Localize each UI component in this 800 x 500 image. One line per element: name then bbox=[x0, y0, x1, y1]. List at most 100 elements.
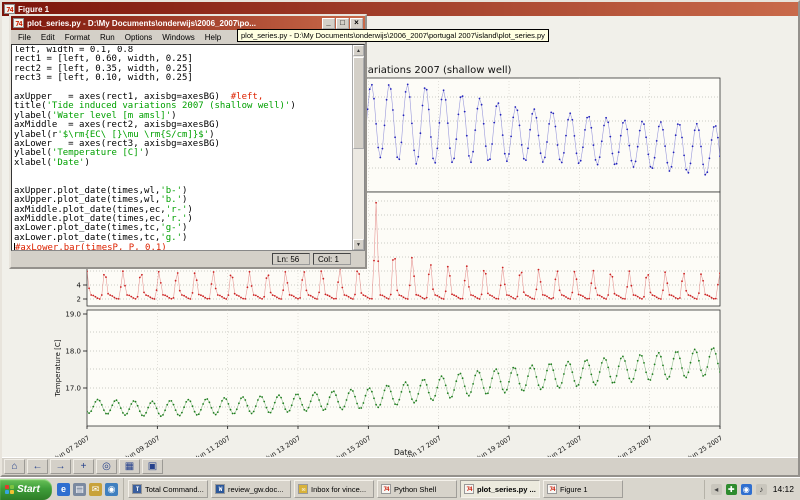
task-button-total-commander[interactable]: T Total Command... bbox=[128, 480, 208, 498]
zoom-button[interactable]: ◎ bbox=[96, 459, 117, 474]
figure-toolbar: ⌂ ← → + ◎ ▦ ▣ bbox=[2, 457, 798, 475]
menu-help[interactable]: Help bbox=[204, 32, 222, 42]
editor-title: plot_series.py - D:\My Documents\onderwi… bbox=[27, 18, 256, 28]
chart-title: Tide induced variations 2007 (shallow we… bbox=[294, 65, 512, 76]
code-line: rect2 = [left, 0.35, width, 0.25] bbox=[14, 63, 193, 74]
code-line bbox=[14, 168, 351, 177]
code-line: left, width = 0.1, 0.8 bbox=[14, 46, 134, 55]
code-line: axUpper.plot_date(times,wl,'b.') bbox=[14, 195, 188, 206]
task-button-figure-1[interactable]: 74 Figure 1 bbox=[543, 480, 623, 498]
task-button-inbox[interactable]: ✉ Inbox for vince... bbox=[294, 480, 374, 498]
y-tick-label: 2 bbox=[77, 295, 81, 303]
code-line: xlabel('Date') bbox=[14, 157, 90, 168]
figure-title: Figure 1 bbox=[18, 4, 50, 14]
x-tick-label: Jun 23 2007 bbox=[616, 434, 654, 457]
task-label: plot_series.py ... bbox=[477, 484, 536, 494]
editor-text-area[interactable]: left, width = 0.1, 0.8 rect1 = [left, 0.6… bbox=[11, 44, 365, 251]
path-tooltip: plot_series.py - D:\My Documents\onderwi… bbox=[237, 29, 549, 42]
code-line: ylabel('Temperature [C]') bbox=[14, 148, 150, 159]
tray-icons: ◂ ✚ ◉ ♪ bbox=[710, 483, 767, 495]
start-label: Start bbox=[17, 483, 40, 495]
code-line: axLower.plot_date(times,tc,'g.') bbox=[14, 232, 188, 243]
home-button[interactable]: ⌂ bbox=[4, 459, 25, 474]
volume-tray-icon[interactable]: ♪ bbox=[755, 483, 767, 495]
xlabel: Date bbox=[394, 448, 412, 457]
internet-explorer-icon[interactable]: e bbox=[57, 482, 70, 496]
code-line: axUpper.plot_date(times,wl,'b-') bbox=[14, 185, 188, 196]
task-label: Inbox for vince... bbox=[311, 484, 367, 494]
code-line: ylabel(r'$\rm{EC\ [}\mu \rm{S/cm]}$') bbox=[14, 129, 215, 140]
y-tick-label: 17.0 bbox=[65, 384, 81, 392]
editor-titlebar[interactable]: 74 plot_series.py - D:\My Documents\onde… bbox=[11, 16, 365, 30]
code-line: #axLower.bar(timesP, P, 0.1) bbox=[14, 243, 167, 250]
text-cursor bbox=[14, 243, 15, 250]
pan-button[interactable]: + bbox=[73, 459, 94, 474]
menu-edit[interactable]: Edit bbox=[40, 32, 55, 42]
menu-format[interactable]: Format bbox=[64, 32, 91, 42]
windows-flag-icon bbox=[4, 484, 14, 494]
menu-run[interactable]: Run bbox=[100, 32, 115, 42]
antivirus-tray-icon[interactable]: ✚ bbox=[725, 483, 737, 495]
editor-scrollbar[interactable]: ▲ ▼ bbox=[352, 45, 364, 250]
code-line: axUpper = axes(rect1, axisbg=axesBG) #le… bbox=[14, 91, 264, 102]
x-tick-label: Jun 19 2007 bbox=[475, 434, 513, 457]
show-desktop-icon[interactable]: ▤ bbox=[73, 482, 86, 496]
x-tick-label: Jun 13 2007 bbox=[264, 434, 302, 457]
quick-launch-bar: e ▤ ✉ ◉ bbox=[52, 478, 124, 500]
scroll-up-icon[interactable]: ▲ bbox=[353, 45, 364, 56]
code-line: axLower = axes(rect3, axisbg=axesBG) bbox=[14, 138, 220, 149]
subplots-button[interactable]: ▦ bbox=[119, 459, 140, 474]
task-label: Total Command... bbox=[145, 484, 204, 494]
code-area[interactable]: left, width = 0.1, 0.8 rect1 = [left, 0.6… bbox=[14, 46, 351, 250]
task-button-plot-series-py[interactable]: 74 plot_series.py ... bbox=[460, 480, 540, 498]
x-tick-label: Jun 09 2007 bbox=[123, 434, 161, 457]
start-button[interactable]: Start bbox=[0, 478, 52, 500]
x-tick-label: Jun 25 2007 bbox=[686, 434, 724, 457]
plot-series-py-icon: 74 bbox=[464, 484, 474, 494]
x-tick-label: Jun 11 2007 bbox=[194, 434, 232, 457]
hide-icons-tray-icon[interactable]: ◂ bbox=[710, 483, 722, 495]
figure-1-icon: 74 bbox=[547, 484, 557, 494]
python-shell-icon: 74 bbox=[381, 484, 391, 494]
code-line: axLower.plot_date(times,tc,'g-') bbox=[14, 223, 188, 234]
menu-file[interactable]: File bbox=[18, 32, 31, 42]
task-button-python-shell[interactable]: 74 Python Shell bbox=[377, 480, 457, 498]
close-button[interactable]: × bbox=[350, 17, 363, 29]
total-commander-icon: T bbox=[132, 484, 142, 494]
column-indicator: Col: 1 bbox=[313, 253, 351, 265]
code-line: rect3 = [left, 0.10, width, 0.25] bbox=[14, 73, 193, 84]
outlook-icon[interactable]: ✉ bbox=[89, 482, 102, 496]
messenger-tray-icon[interactable]: ◉ bbox=[740, 483, 752, 495]
code-line: rect1 = [left, 0.60, width, 0.25] bbox=[14, 54, 193, 65]
back-button[interactable]: ← bbox=[27, 459, 48, 474]
save-button[interactable]: ▣ bbox=[142, 459, 163, 474]
panel-lower bbox=[86, 309, 721, 427]
window-controls: _ □ × bbox=[322, 17, 363, 29]
editor-statusbar: Ln: 56 Col: 1 bbox=[11, 251, 365, 267]
menu-windows[interactable]: Windows bbox=[162, 32, 195, 42]
minimize-button[interactable]: _ bbox=[322, 17, 335, 29]
media-player-icon[interactable]: ◉ bbox=[105, 482, 118, 496]
menu-options[interactable]: Options bbox=[124, 32, 153, 42]
code-line: ylabel('Water level [m amsl]') bbox=[14, 110, 177, 121]
task-label: Figure 1 bbox=[560, 484, 588, 494]
code-line: title('Tide induced variations 2007 (sha… bbox=[14, 101, 296, 112]
maximize-button[interactable]: □ bbox=[336, 17, 349, 29]
code-line: axMiddle = axes(rect2, axisbg=axesBG) bbox=[14, 120, 220, 131]
y-tick-label: 18.0 bbox=[65, 347, 81, 355]
x-tick-label: Jun 21 2007 bbox=[545, 434, 583, 457]
scroll-down-icon[interactable]: ▼ bbox=[353, 239, 364, 250]
figure-titlebar[interactable]: 74 Figure 1 bbox=[2, 2, 798, 16]
forward-button[interactable]: → bbox=[50, 459, 71, 474]
code-line: axMiddle.plot_date(times,ec,'r-') bbox=[14, 204, 193, 215]
y-tick-label: 4 bbox=[77, 281, 82, 289]
task-label: Python Shell bbox=[394, 484, 437, 494]
code-line: axMiddle.plot_date(times,ec,'r.') bbox=[14, 214, 193, 225]
x-tick-label: Jun 15 2007 bbox=[334, 434, 372, 457]
system-tray: ◂ ✚ ◉ ♪ 14:12 bbox=[703, 479, 800, 499]
scrollbar-thumb[interactable] bbox=[353, 57, 364, 149]
